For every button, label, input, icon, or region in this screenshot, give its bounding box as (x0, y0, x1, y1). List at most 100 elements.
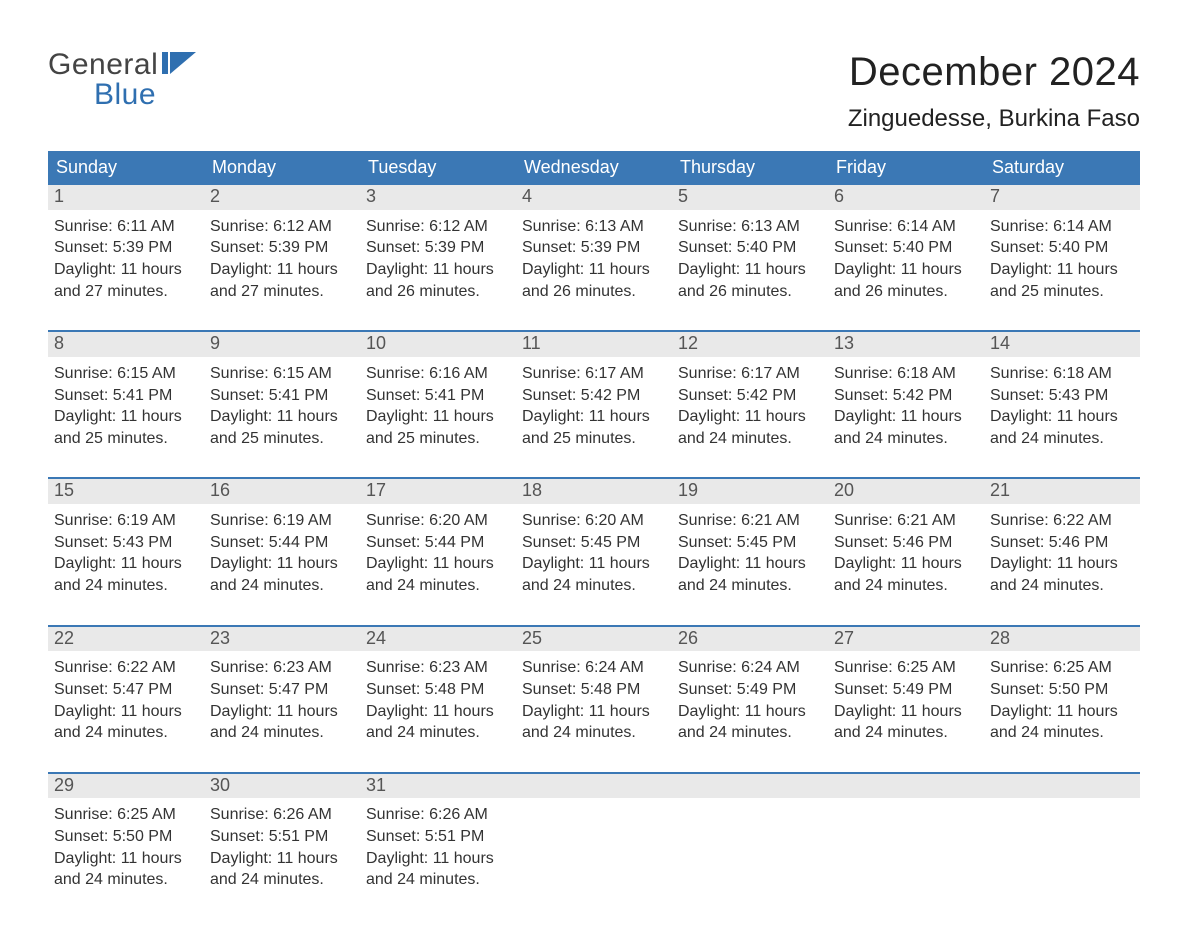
day-details: Sunrise: 6:21 AMSunset: 5:45 PMDaylight:… (672, 504, 828, 598)
day-number: 20 (828, 477, 984, 504)
sunset-line: Sunset: 5:40 PM (990, 237, 1134, 259)
sunrise-line: Sunrise: 6:19 AM (54, 510, 198, 532)
calendar-day: 17Sunrise: 6:20 AMSunset: 5:44 PMDayligh… (360, 477, 516, 598)
day-details: Sunrise: 6:18 AMSunset: 5:43 PMDaylight:… (984, 357, 1140, 451)
sunrise-line: Sunrise: 6:20 AM (522, 510, 666, 532)
daylight-line-2: and 24 minutes. (834, 575, 978, 597)
daylight-line-2: and 24 minutes. (990, 575, 1134, 597)
sunset-line: Sunset: 5:44 PM (210, 532, 354, 554)
calendar-day: 13Sunrise: 6:18 AMSunset: 5:42 PMDayligh… (828, 330, 984, 451)
day-details: Sunrise: 6:12 AMSunset: 5:39 PMDaylight:… (360, 210, 516, 304)
sunrise-line: Sunrise: 6:16 AM (366, 363, 510, 385)
day-number (828, 772, 984, 799)
calendar-day (516, 772, 672, 893)
dow-monday: Monday (204, 151, 360, 185)
day-details: Sunrise: 6:25 AMSunset: 5:50 PMDaylight:… (48, 798, 204, 892)
day-details: Sunrise: 6:13 AMSunset: 5:39 PMDaylight:… (516, 210, 672, 304)
day-number (672, 772, 828, 799)
sunrise-line: Sunrise: 6:12 AM (210, 216, 354, 238)
sunset-line: Sunset: 5:45 PM (678, 532, 822, 554)
sunrise-line: Sunrise: 6:13 AM (522, 216, 666, 238)
day-number: 5 (672, 185, 828, 210)
brand-logo: General Blue (48, 50, 196, 110)
day-details: Sunrise: 6:24 AMSunset: 5:49 PMDaylight:… (672, 651, 828, 745)
daylight-line-1: Daylight: 11 hours (834, 701, 978, 723)
sunrise-line: Sunrise: 6:13 AM (678, 216, 822, 238)
day-number: 3 (360, 185, 516, 210)
daylight-line-1: Daylight: 11 hours (210, 259, 354, 281)
calendar-day: 1Sunrise: 6:11 AMSunset: 5:39 PMDaylight… (48, 185, 204, 304)
daylight-line-1: Daylight: 11 hours (522, 259, 666, 281)
calendar-day: 28Sunrise: 6:25 AMSunset: 5:50 PMDayligh… (984, 625, 1140, 746)
calendar-day: 10Sunrise: 6:16 AMSunset: 5:41 PMDayligh… (360, 330, 516, 451)
sunrise-line: Sunrise: 6:12 AM (366, 216, 510, 238)
sunrise-line: Sunrise: 6:21 AM (678, 510, 822, 532)
day-details: Sunrise: 6:23 AMSunset: 5:47 PMDaylight:… (204, 651, 360, 745)
day-number: 27 (828, 625, 984, 652)
daylight-line-2: and 24 minutes. (54, 869, 198, 891)
sunset-line: Sunset: 5:46 PM (990, 532, 1134, 554)
sunset-line: Sunset: 5:39 PM (522, 237, 666, 259)
sunset-line: Sunset: 5:51 PM (210, 826, 354, 848)
daylight-line-1: Daylight: 11 hours (990, 406, 1134, 428)
daylight-line-1: Daylight: 11 hours (54, 848, 198, 870)
day-details: Sunrise: 6:25 AMSunset: 5:49 PMDaylight:… (828, 651, 984, 745)
sunrise-line: Sunrise: 6:11 AM (54, 216, 198, 238)
sunrise-line: Sunrise: 6:21 AM (834, 510, 978, 532)
daylight-line-1: Daylight: 11 hours (678, 701, 822, 723)
daylight-line-1: Daylight: 11 hours (834, 259, 978, 281)
sunrise-line: Sunrise: 6:25 AM (990, 657, 1134, 679)
daylight-line-1: Daylight: 11 hours (834, 406, 978, 428)
sunrise-line: Sunrise: 6:23 AM (210, 657, 354, 679)
dow-friday: Friday (828, 151, 984, 185)
sunrise-line: Sunrise: 6:25 AM (54, 804, 198, 826)
daylight-line-2: and 26 minutes. (678, 281, 822, 303)
sunset-line: Sunset: 5:43 PM (990, 385, 1134, 407)
daylight-line-1: Daylight: 11 hours (366, 701, 510, 723)
daylight-line-1: Daylight: 11 hours (54, 259, 198, 281)
daylight-line-2: and 24 minutes. (834, 722, 978, 744)
daylight-line-1: Daylight: 11 hours (834, 553, 978, 575)
daylight-line-2: and 24 minutes. (366, 722, 510, 744)
day-number: 12 (672, 330, 828, 357)
daylight-line-2: and 25 minutes. (54, 428, 198, 450)
calendar-day: 11Sunrise: 6:17 AMSunset: 5:42 PMDayligh… (516, 330, 672, 451)
calendar-day: 27Sunrise: 6:25 AMSunset: 5:49 PMDayligh… (828, 625, 984, 746)
sunrise-line: Sunrise: 6:18 AM (990, 363, 1134, 385)
calendar-day: 5Sunrise: 6:13 AMSunset: 5:40 PMDaylight… (672, 185, 828, 304)
calendar-day (828, 772, 984, 893)
sunset-line: Sunset: 5:43 PM (54, 532, 198, 554)
daylight-line-1: Daylight: 11 hours (678, 259, 822, 281)
day-number: 9 (204, 330, 360, 357)
sunrise-line: Sunrise: 6:18 AM (834, 363, 978, 385)
sunrise-line: Sunrise: 6:19 AM (210, 510, 354, 532)
day-details: Sunrise: 6:22 AMSunset: 5:47 PMDaylight:… (48, 651, 204, 745)
daylight-line-2: and 24 minutes. (678, 428, 822, 450)
day-details: Sunrise: 6:13 AMSunset: 5:40 PMDaylight:… (672, 210, 828, 304)
day-number: 11 (516, 330, 672, 357)
sunrise-line: Sunrise: 6:22 AM (54, 657, 198, 679)
day-details: Sunrise: 6:23 AMSunset: 5:48 PMDaylight:… (360, 651, 516, 745)
day-number: 18 (516, 477, 672, 504)
sunrise-line: Sunrise: 6:17 AM (678, 363, 822, 385)
daylight-line-1: Daylight: 11 hours (678, 406, 822, 428)
day-details: Sunrise: 6:19 AMSunset: 5:43 PMDaylight:… (48, 504, 204, 598)
calendar-day (672, 772, 828, 893)
day-details: Sunrise: 6:21 AMSunset: 5:46 PMDaylight:… (828, 504, 984, 598)
title-block: December 2024 Zinguedesse, Burkina Faso (848, 50, 1140, 133)
day-number: 29 (48, 772, 204, 799)
sunrise-line: Sunrise: 6:24 AM (522, 657, 666, 679)
calendar-day: 18Sunrise: 6:20 AMSunset: 5:45 PMDayligh… (516, 477, 672, 598)
sunrise-line: Sunrise: 6:15 AM (54, 363, 198, 385)
day-details: Sunrise: 6:17 AMSunset: 5:42 PMDaylight:… (516, 357, 672, 451)
daylight-line-1: Daylight: 11 hours (210, 406, 354, 428)
day-number: 10 (360, 330, 516, 357)
calendar-day: 22Sunrise: 6:22 AMSunset: 5:47 PMDayligh… (48, 625, 204, 746)
calendar-day: 4Sunrise: 6:13 AMSunset: 5:39 PMDaylight… (516, 185, 672, 304)
daylight-line-2: and 25 minutes. (366, 428, 510, 450)
daylight-line-2: and 26 minutes. (366, 281, 510, 303)
sunrise-line: Sunrise: 6:26 AM (366, 804, 510, 826)
sunset-line: Sunset: 5:41 PM (366, 385, 510, 407)
daylight-line-2: and 24 minutes. (678, 575, 822, 597)
calendar-day: 29Sunrise: 6:25 AMSunset: 5:50 PMDayligh… (48, 772, 204, 893)
